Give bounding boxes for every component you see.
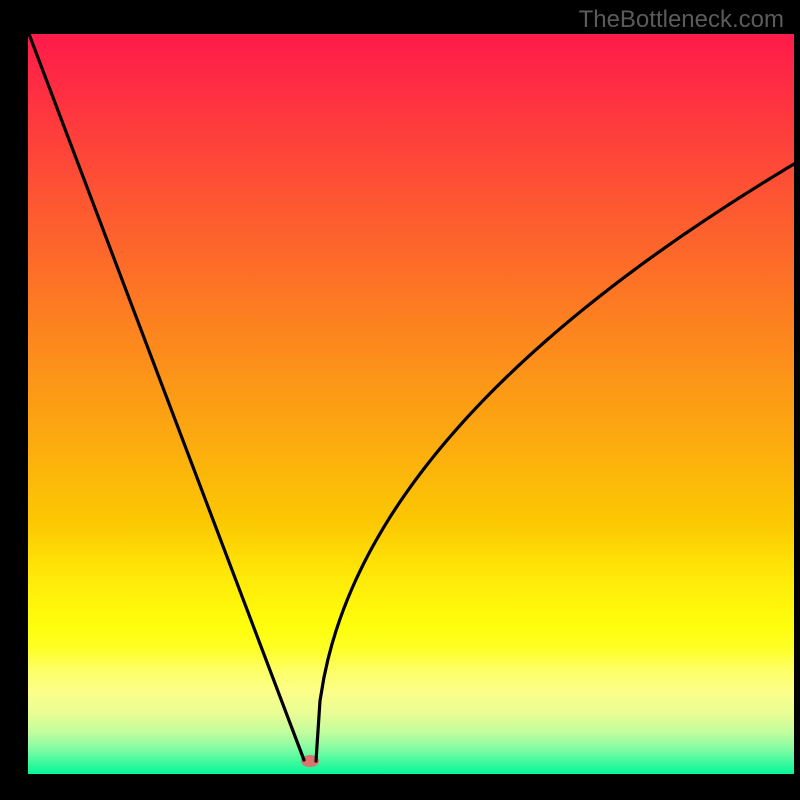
- watermark-text: TheBottleneck.com: [579, 6, 784, 34]
- chart-frame: TheBottleneck.com: [0, 0, 800, 800]
- gradient-background: [28, 34, 794, 774]
- plot-area: [28, 34, 794, 774]
- chart-svg: [28, 34, 794, 774]
